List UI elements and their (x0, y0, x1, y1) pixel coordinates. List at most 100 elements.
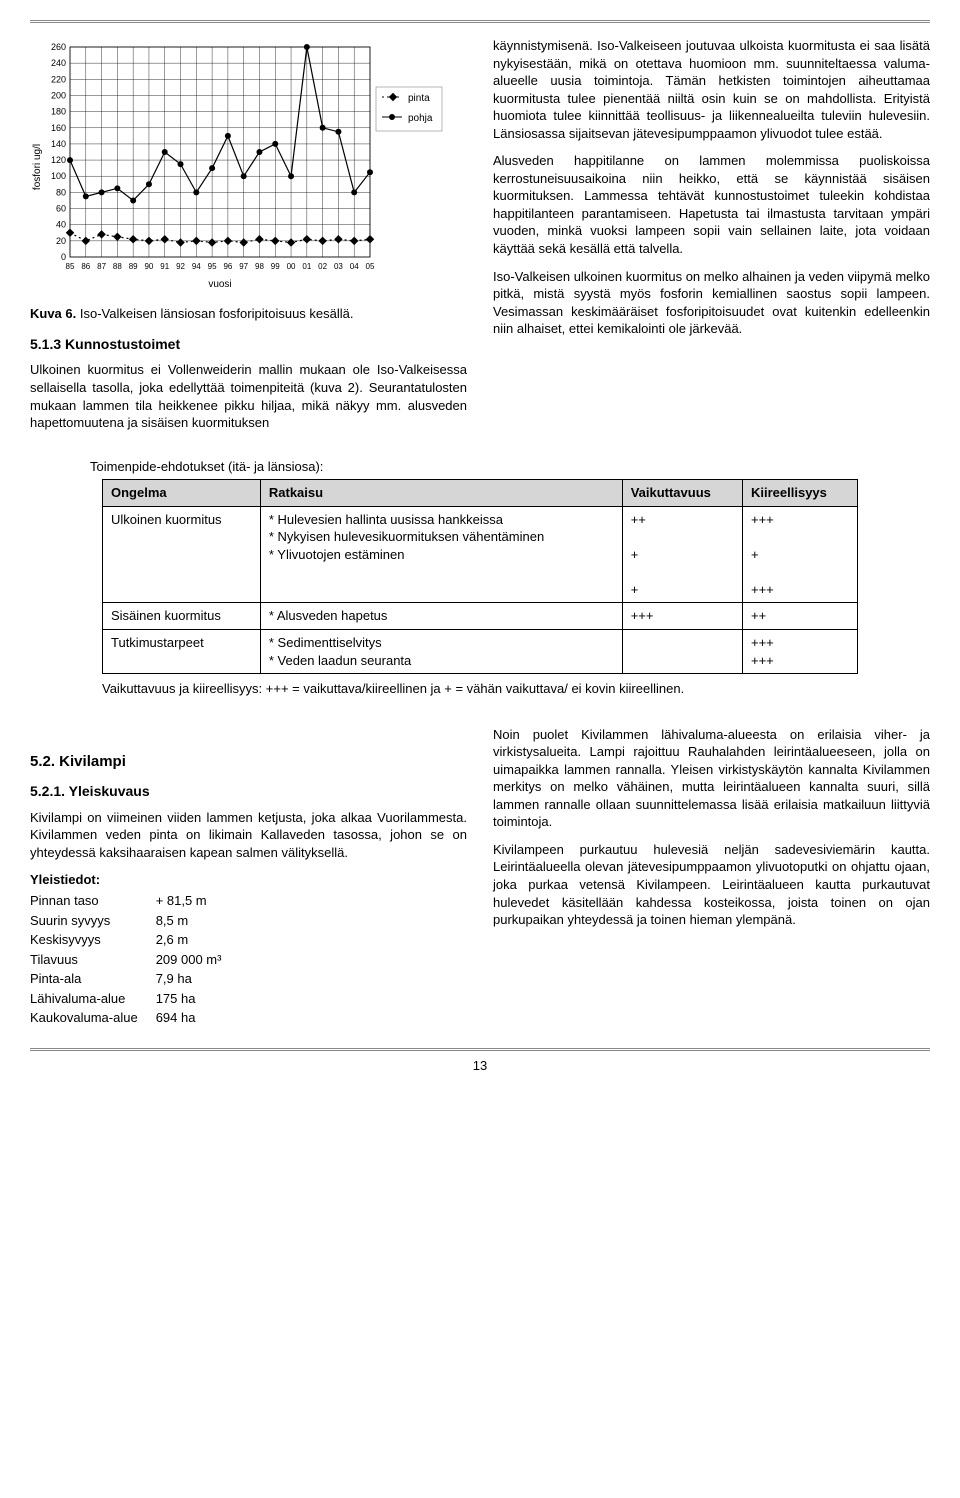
table-header: Kiireellisyys (743, 480, 858, 507)
svg-text:200: 200 (51, 90, 66, 100)
info-cell: Kaukovaluma-alue (30, 1008, 156, 1028)
svg-text:01: 01 (302, 262, 311, 271)
table-cell: * Hulevesien hallinta uusissa hankkeissa… (260, 506, 622, 603)
info-cell: Tilavuus (30, 950, 156, 970)
table-cell: * Alusveden hapetus (260, 603, 622, 630)
svg-text:98: 98 (255, 262, 264, 271)
table-cell: ++ + + (622, 506, 742, 603)
svg-text:92: 92 (176, 262, 185, 271)
info-row: Lähivaluma-alue175 ha (30, 989, 239, 1009)
table-row: Ulkoinen kuormitus* Hulevesien hallinta … (103, 506, 858, 603)
info-cell: 694 ha (156, 1008, 240, 1028)
info-row: Pinta-ala7,9 ha (30, 969, 239, 989)
svg-text:91: 91 (160, 262, 169, 271)
svg-text:80: 80 (56, 187, 66, 197)
section-5-1-3-title: 5.1.3 Kunnostustoimet (30, 335, 467, 354)
svg-text:95: 95 (208, 262, 217, 271)
svg-text:04: 04 (350, 262, 359, 271)
svg-text:180: 180 (51, 107, 66, 117)
svg-text:0: 0 (61, 252, 66, 262)
table-cell: Sisäinen kuormitus (103, 603, 261, 630)
table-cell (622, 630, 742, 674)
svg-text:03: 03 (334, 262, 343, 271)
info-row: Kaukovaluma-alue694 ha (30, 1008, 239, 1028)
right-para-1: käynnistymisenä. Iso-Valkeiseen joutuvaa… (493, 37, 930, 142)
info-cell: 2,6 m (156, 930, 240, 950)
left-column: fosfori ug/l 020406080100120140160180200… (30, 37, 467, 442)
info-cell: 175 ha (156, 989, 240, 1009)
table-header: Ongelma (103, 480, 261, 507)
right-para-3: Iso-Valkeisen ulkoinen kuormitus on melk… (493, 268, 930, 338)
svg-text:pinta: pinta (408, 93, 430, 104)
left-para-1: Ulkoinen kuormitus ei Vollenweiderin mal… (30, 361, 467, 431)
phosphorus-chart: fosfori ug/l 020406080100120140160180200… (30, 37, 467, 297)
svg-text:140: 140 (51, 139, 66, 149)
actions-table: OngelmaRatkaisuVaikuttavuusKiireellisyys… (102, 479, 858, 674)
svg-text:120: 120 (51, 155, 66, 165)
info-cell: Suurin syvyys (30, 911, 156, 931)
table-cell: +++ (622, 603, 742, 630)
info-cell: 209 000 m³ (156, 950, 240, 970)
table-intro: Toimenpide-ehdotukset (itä- ja länsiosa)… (90, 458, 930, 476)
info-cell: Lähivaluma-alue (30, 989, 156, 1009)
right-column: käynnistymisenä. Iso-Valkeiseen joutuvaa… (493, 37, 930, 348)
info-row: Keskisyvyys2,6 m (30, 930, 239, 950)
kivi-right-2: Kivilampeen purkautuu hulevesiä neljän s… (493, 841, 930, 929)
section-5-2-title: 5.2. Kivilampi (30, 752, 467, 772)
table-header: Ratkaisu (260, 480, 622, 507)
svg-text:85: 85 (66, 262, 75, 271)
svg-text:99: 99 (271, 262, 280, 271)
page-number: 13 (30, 1057, 930, 1075)
info-cell: 7,9 ha (156, 969, 240, 989)
table-row: Tutkimustarpeet* Sedimenttiselvitys * Ve… (103, 630, 858, 674)
bottom-rule (30, 1048, 930, 1051)
top-rule (30, 20, 930, 23)
svg-text:88: 88 (113, 262, 122, 271)
svg-text:vuosi: vuosi (208, 279, 231, 290)
svg-text:100: 100 (51, 171, 66, 181)
svg-text:89: 89 (129, 262, 138, 271)
svg-text:260: 260 (51, 42, 66, 52)
table-cell: +++ + +++ (743, 506, 858, 603)
upper-columns: fosfori ug/l 020406080100120140160180200… (30, 37, 930, 442)
chart-caption: Kuva 6. Iso-Valkeisen länsiosan fosforip… (30, 305, 467, 323)
svg-text:05: 05 (366, 262, 375, 271)
svg-text:60: 60 (56, 204, 66, 214)
svg-text:97: 97 (239, 262, 248, 271)
svg-text:fosfori ug/l: fosfori ug/l (32, 144, 43, 190)
caption-text: Iso-Valkeisen länsiosan fosforipitoisuus… (76, 306, 353, 321)
info-row: Pinnan taso+ 81,5 m (30, 891, 239, 911)
svg-text:pohja: pohja (408, 113, 433, 124)
kivi-para-1: Kivilampi on viimeinen viiden lammen ket… (30, 809, 467, 862)
info-cell: Keskisyvyys (30, 930, 156, 950)
table-note: Vaikuttavuus ja kiireellisyys: +++ = vai… (102, 680, 858, 698)
lower-right: Noin puolet Kivilammen lähivaluma-aluees… (493, 726, 930, 939)
svg-text:86: 86 (81, 262, 90, 271)
svg-text:40: 40 (56, 220, 66, 230)
info-cell: + 81,5 m (156, 891, 240, 911)
table-cell: Ulkoinen kuormitus (103, 506, 261, 603)
svg-text:87: 87 (97, 262, 106, 271)
svg-text:240: 240 (51, 58, 66, 68)
table-row: Sisäinen kuormitus* Alusveden hapetus+++… (103, 603, 858, 630)
table-cell: +++ +++ (743, 630, 858, 674)
svg-text:96: 96 (223, 262, 232, 271)
yleistiedot-table: Pinnan taso+ 81,5 mSuurin syvyys8,5 mKes… (30, 891, 239, 1028)
svg-text:90: 90 (144, 262, 153, 271)
svg-text:20: 20 (56, 236, 66, 246)
right-para-2: Alusveden happitilanne on lammen molemmi… (493, 152, 930, 257)
yleistiedot-title: Yleistiedot: (30, 871, 467, 889)
lower-left: 5.2. Kivilampi 5.2.1. Yleiskuvaus Kivila… (30, 726, 467, 1028)
svg-text:00: 00 (287, 262, 296, 271)
info-row: Suurin syvyys8,5 m (30, 911, 239, 931)
info-cell: Pinta-ala (30, 969, 156, 989)
svg-text:94: 94 (192, 262, 201, 271)
info-row: Tilavuus209 000 m³ (30, 950, 239, 970)
table-cell: ++ (743, 603, 858, 630)
info-cell: 8,5 m (156, 911, 240, 931)
kivi-right-1: Noin puolet Kivilammen lähivaluma-aluees… (493, 726, 930, 831)
caption-prefix: Kuva 6. (30, 306, 76, 321)
svg-text:220: 220 (51, 74, 66, 84)
info-cell: Pinnan taso (30, 891, 156, 911)
table-cell: * Sedimenttiselvitys * Veden laadun seur… (260, 630, 622, 674)
